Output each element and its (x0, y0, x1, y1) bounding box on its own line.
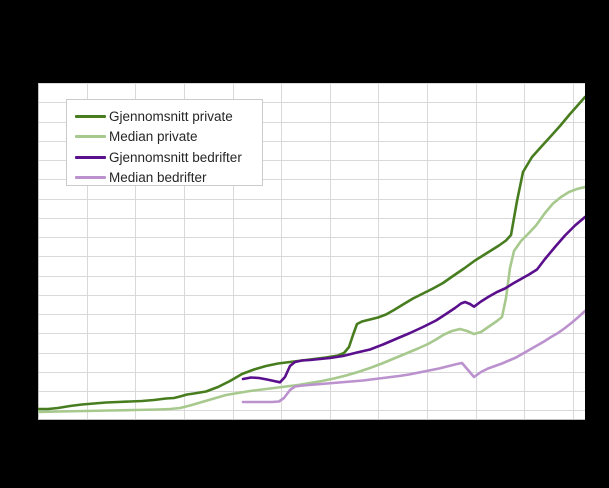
legend-item-gjennomsnitt-bedrifter[interactable]: Gjennomsnitt bedrifter (75, 147, 262, 168)
series-gjennomsnitt-bedrifter (241, 215, 585, 384)
legend-label: Gjennomsnitt private (109, 108, 233, 124)
legend-swatch-median-private (75, 135, 106, 139)
series-gjennomsnitt-private (38, 95, 585, 411)
legend: Gjennomsnitt private Median private Gjen… (66, 99, 263, 186)
legend-item-median-bedrifter[interactable]: Median bedrifter (75, 168, 262, 189)
legend-swatch-gjennomsnitt-private (75, 114, 106, 118)
series-median-bedrifter (241, 309, 585, 404)
legend-item-gjennomsnitt-private[interactable]: Gjennomsnitt private (75, 106, 262, 127)
legend-label: Gjennomsnitt bedrifter (109, 149, 242, 165)
legend-item-median-private[interactable]: Median private (75, 127, 262, 148)
legend-label: Median bedrifter (109, 170, 207, 185)
legend-swatch-gjennomsnitt-bedrifter (75, 155, 106, 159)
legend-swatch-median-bedrifter (75, 176, 106, 180)
series-median-private (38, 185, 585, 414)
plot-area (38, 83, 585, 420)
legend-label: Median private (109, 129, 198, 144)
